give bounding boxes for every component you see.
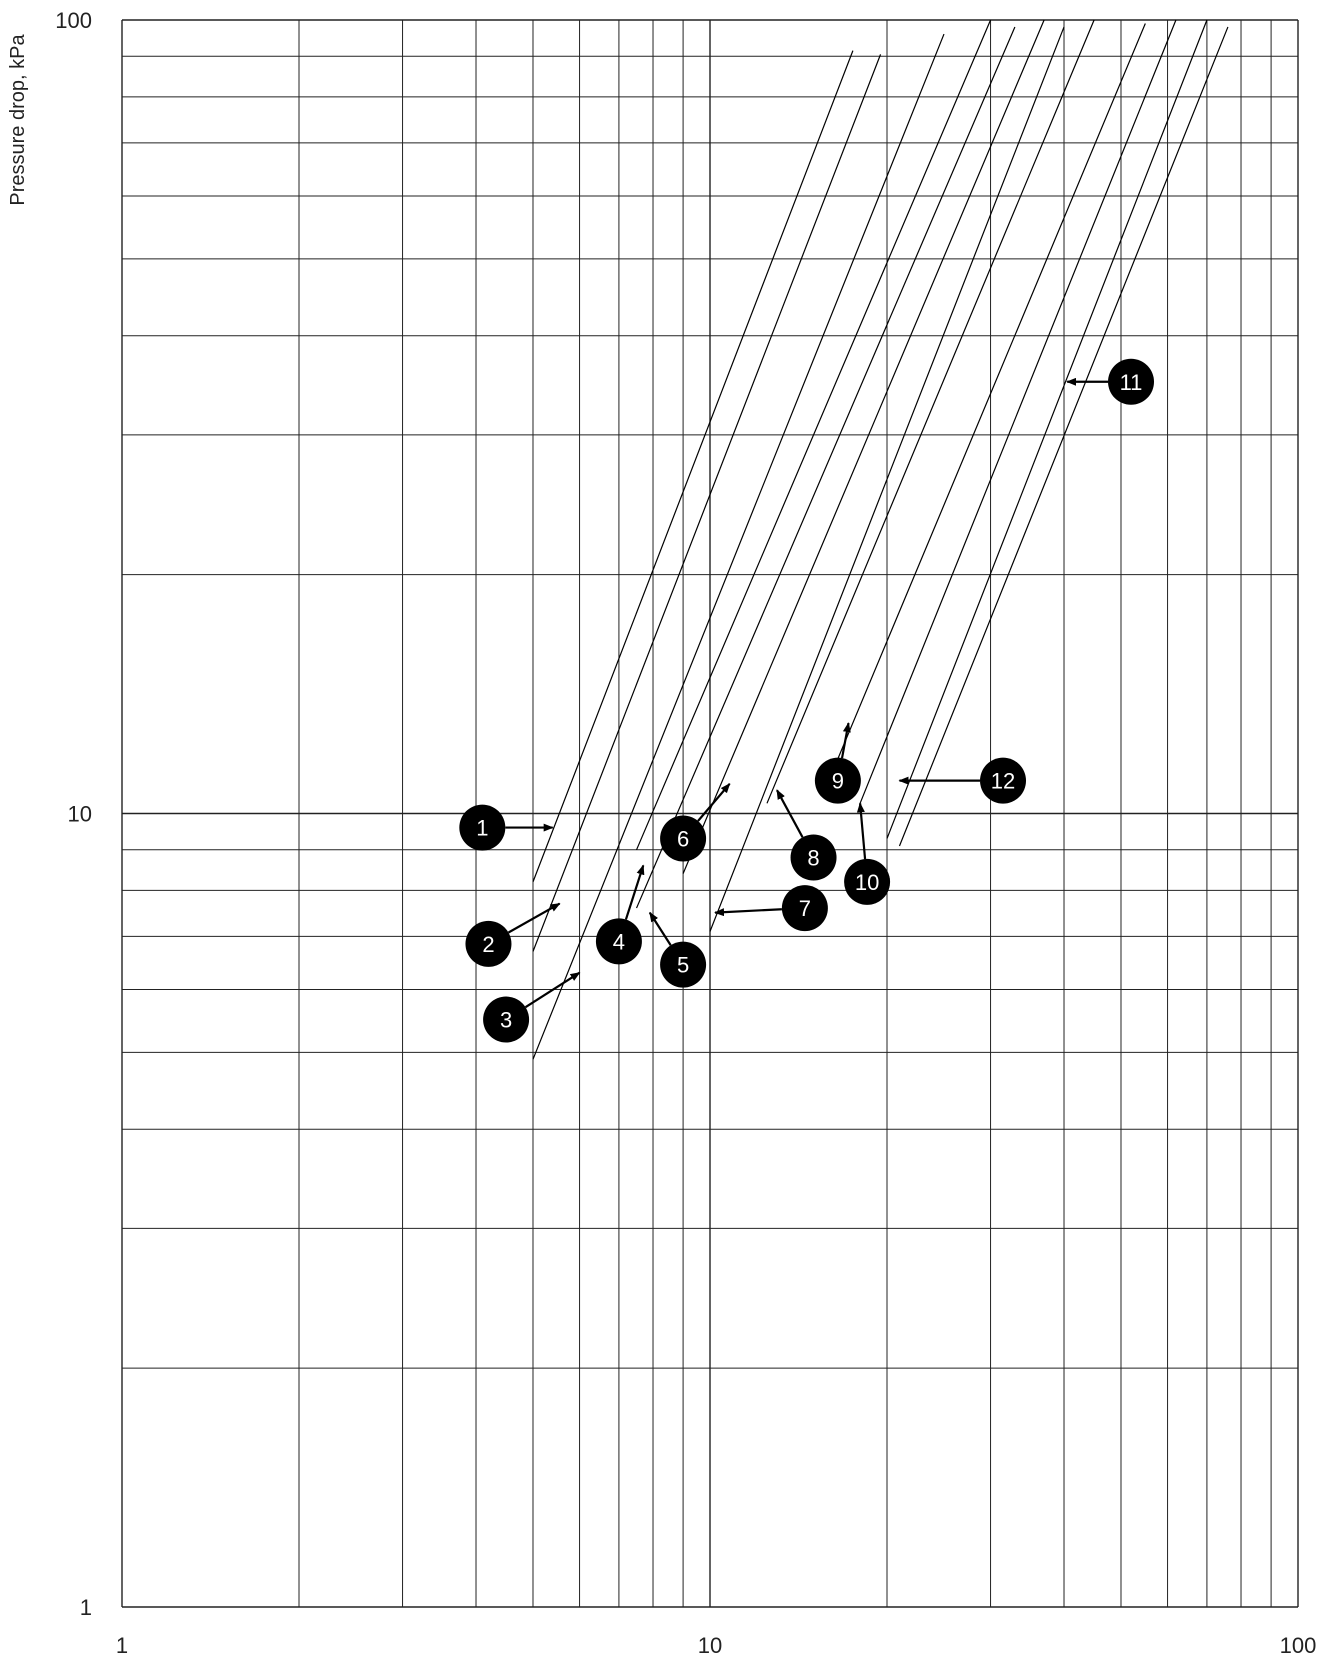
callout-label-3: 3 xyxy=(500,1008,512,1033)
callout-marker-8 xyxy=(790,834,837,881)
callout-marker-5 xyxy=(660,941,707,988)
series-line-3 xyxy=(532,33,945,1060)
series-line-1 xyxy=(532,50,854,883)
callout-label-8: 8 xyxy=(807,846,819,871)
series-line-7 xyxy=(709,26,1065,932)
x-tick-label: 100 xyxy=(1280,1633,1317,1658)
callout-label-11: 11 xyxy=(1120,370,1143,395)
x-tick-label: 1 xyxy=(116,1633,128,1658)
y-axis-label: Pressure drop, kPa xyxy=(7,34,29,206)
callout-arrow-7 xyxy=(714,908,782,917)
callout-marker-7 xyxy=(781,885,828,932)
series-line-6 xyxy=(682,19,1045,874)
callout-marker-6 xyxy=(660,815,707,862)
tick-labels: 1 10 100 1 10 100 xyxy=(55,8,1316,1658)
callout-marker-12 xyxy=(980,757,1027,804)
x-tick-label: 10 xyxy=(698,1633,722,1658)
callout-marker-4 xyxy=(595,918,642,965)
callout-marker-9 xyxy=(814,757,861,804)
series-line-4 xyxy=(635,19,992,851)
y-tick-label: 1 xyxy=(80,1595,92,1620)
callout-arrow-6 xyxy=(697,783,731,822)
callout-label-2: 2 xyxy=(482,932,494,957)
callout-arrow-2 xyxy=(507,902,561,934)
series-line-8 xyxy=(766,19,1095,804)
callout-arrow-5 xyxy=(648,911,672,946)
callout-marker-10 xyxy=(844,858,891,905)
callout-label-7: 7 xyxy=(799,896,811,921)
series-lines xyxy=(532,19,1229,1060)
callout-arrow-4 xyxy=(624,864,645,920)
callout-arrow-9 xyxy=(840,722,851,759)
series-line-10 xyxy=(859,19,1177,804)
callout-arrow-8 xyxy=(776,789,804,838)
callout-label-4: 4 xyxy=(613,929,625,954)
callout-arrow-3 xyxy=(524,971,581,1009)
series-line-2 xyxy=(532,54,882,952)
callout-label-10: 10 xyxy=(855,870,879,895)
callout-label-6: 6 xyxy=(677,827,689,852)
y-tick-label: 100 xyxy=(55,8,92,33)
series-line-5 xyxy=(635,26,1016,909)
callout-label-9: 9 xyxy=(832,769,844,794)
callout-marker-1 xyxy=(459,804,506,851)
callout-arrow-10 xyxy=(856,802,867,860)
callout-label-12: 12 xyxy=(991,769,1015,794)
series-line-11 xyxy=(886,19,1208,839)
callout-marker-11 xyxy=(1108,358,1155,405)
grid xyxy=(121,19,1299,1608)
y-tick-label: 10 xyxy=(68,802,92,827)
series-line-9 xyxy=(829,23,1146,778)
callout-label-5: 5 xyxy=(677,953,689,978)
series-line-12 xyxy=(898,26,1229,847)
callout-label-1: 1 xyxy=(476,816,488,841)
callout-marker-3 xyxy=(483,996,530,1043)
callout-marker-2 xyxy=(465,920,512,967)
